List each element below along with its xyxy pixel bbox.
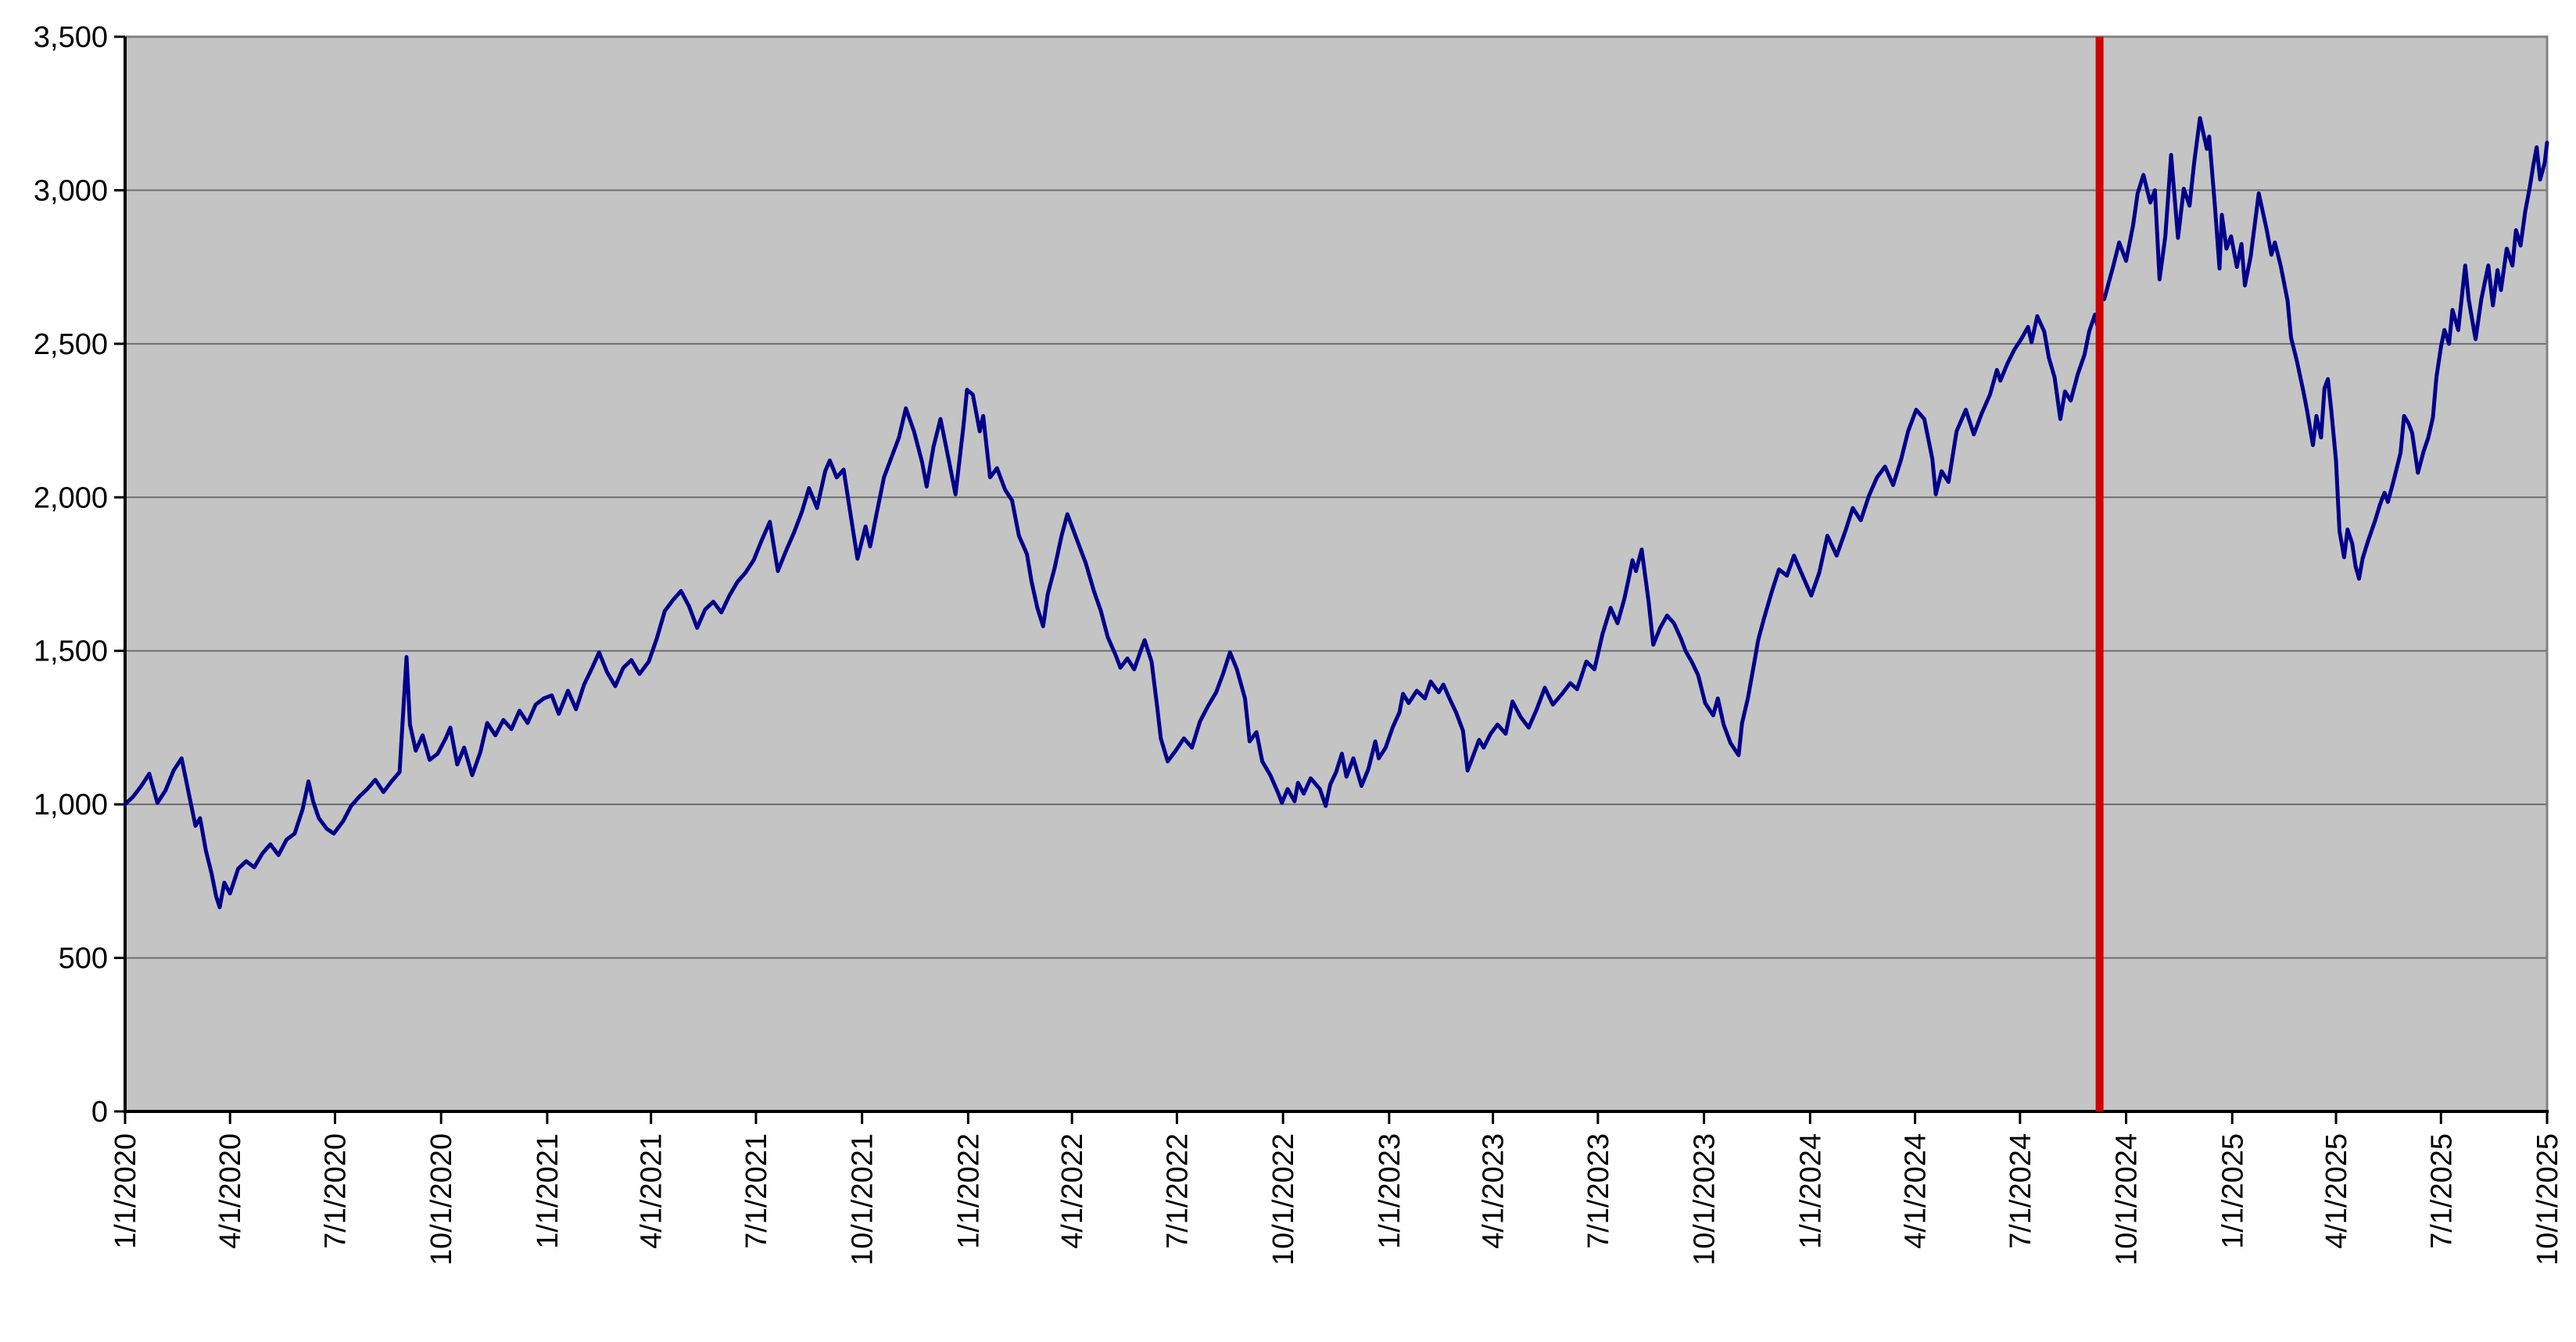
y-axis-label: 2,500 xyxy=(34,328,108,361)
x-axis-label: 1/1/2024 xyxy=(1794,1133,1827,1249)
y-axis-label: 1,500 xyxy=(34,635,108,668)
x-axis-label: 1/1/2021 xyxy=(532,1133,564,1249)
x-axis-label: 1/1/2025 xyxy=(2216,1133,2249,1249)
x-axis-label: 7/1/2020 xyxy=(319,1133,352,1249)
x-axis-label: 10/1/2022 xyxy=(1267,1133,1300,1265)
x-axis-label: 10/1/2024 xyxy=(2111,1133,2144,1265)
gridlines xyxy=(125,189,2547,959)
x-axis-label: 10/1/2020 xyxy=(425,1133,458,1265)
x-axis-ticks xyxy=(124,1111,2549,1124)
plot-area-background xyxy=(125,37,2547,1111)
x-axis-label: 1/1/2020 xyxy=(109,1133,142,1249)
y-axis-label: 0 xyxy=(91,1096,108,1129)
x-axis-label: 1/1/2022 xyxy=(952,1133,985,1249)
x-axis-label: 7/1/2021 xyxy=(740,1133,773,1249)
x-axis-label: 1/1/2023 xyxy=(1374,1133,1406,1249)
y-axis-label: 1,000 xyxy=(34,789,108,821)
x-axis-label: 4/1/2023 xyxy=(1478,1133,1510,1249)
x-axis-label: 7/1/2022 xyxy=(1161,1133,1194,1249)
y-axis-label: 3,500 xyxy=(34,21,108,54)
x-axis-label: 4/1/2025 xyxy=(2320,1133,2353,1249)
y-axis-labels: 0 500 1,000 1,500 2,000 2,500 3,000 3,500 xyxy=(34,21,108,1129)
x-axis-label: 4/1/2020 xyxy=(214,1133,247,1249)
x-axis-label: 10/1/2025 xyxy=(2531,1133,2564,1265)
x-axis-label: 7/1/2025 xyxy=(2425,1133,2458,1249)
x-axis-label: 10/1/2021 xyxy=(847,1133,880,1265)
y-axis-label: 2,000 xyxy=(34,481,108,514)
x-axis-label: 4/1/2022 xyxy=(1056,1133,1089,1249)
x-axis-label: 7/1/2023 xyxy=(1582,1133,1615,1249)
x-axis-labels: 1/1/2020 4/1/2020 7/1/2020 10/1/2020 1/1/202… xyxy=(109,1133,2564,1265)
x-axis-label: 4/1/2021 xyxy=(636,1133,668,1249)
y-axis-label: 3,000 xyxy=(34,174,108,207)
x-axis-label: 10/1/2023 xyxy=(1689,1133,1722,1265)
price-series-line xyxy=(123,116,2549,910)
x-axis-label: 4/1/2024 xyxy=(1900,1133,1933,1249)
y-axis-label: 500 xyxy=(59,943,108,975)
y-axis-ticks xyxy=(114,35,125,1113)
x-axis-label: 7/1/2024 xyxy=(2005,1133,2037,1249)
